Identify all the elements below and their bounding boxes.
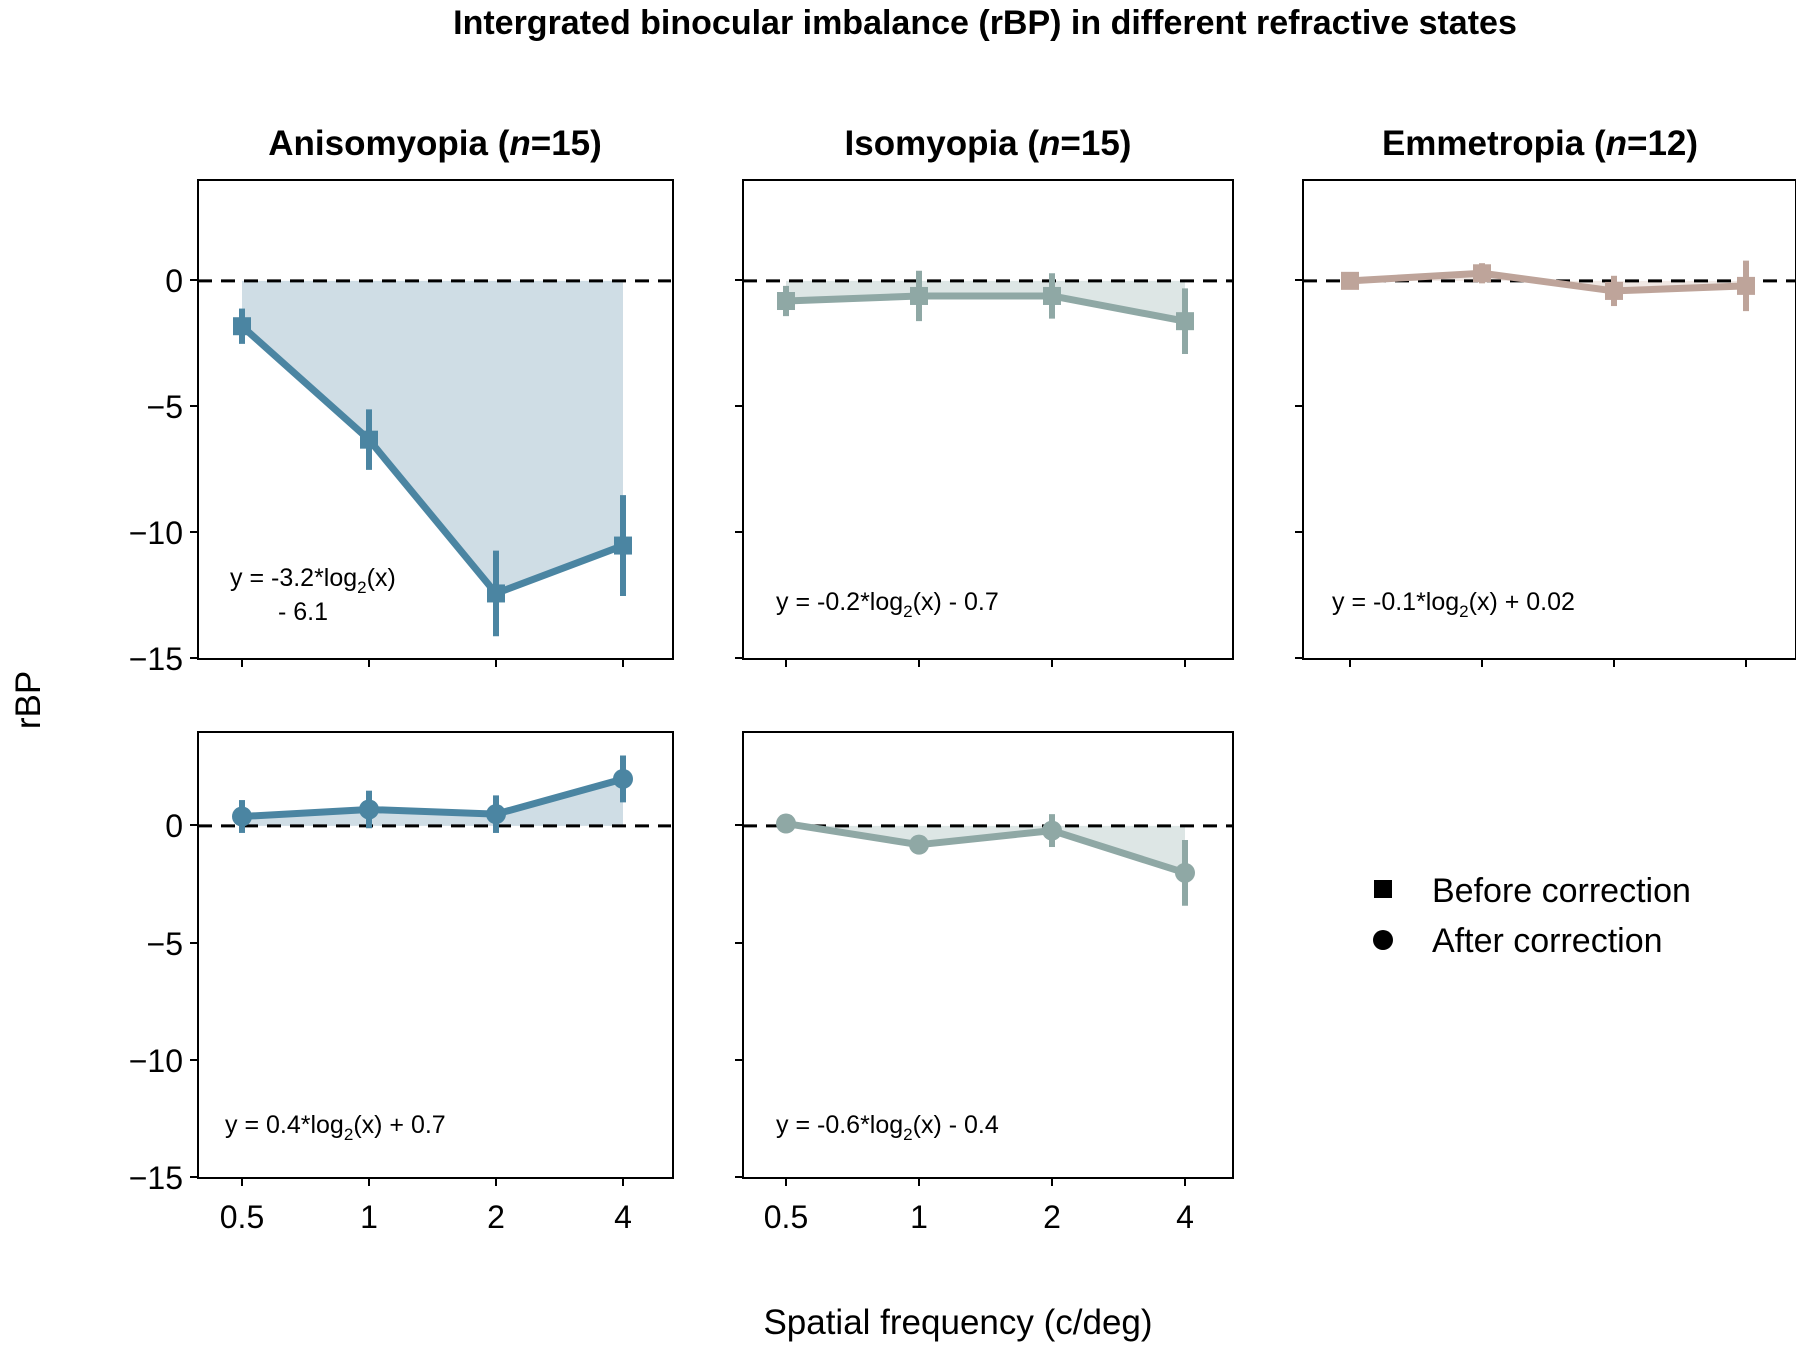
- series-line-isomyopia-before: [785, 292, 1186, 325]
- legend-label-after: After correction: [1432, 922, 1663, 960]
- legend-label-before: Before correction: [1432, 872, 1691, 910]
- y-tick-label: −15: [129, 1160, 183, 1196]
- data-point-circle: [1175, 862, 1195, 883]
- fit-equation-anisomyopia-after: y = 0.4*log2(x) + 0.7: [225, 1111, 446, 1144]
- fit-equation-isomyopia-after: y = -0.6*log2(x) - 0.4: [776, 1111, 999, 1144]
- panel-title-anisomyopia: Anisomyopia (n=15): [268, 124, 602, 163]
- x-tick-label: 1: [910, 1199, 928, 1235]
- y-tick-label: 0: [165, 808, 183, 844]
- y-tick-label: −10: [129, 1043, 183, 1079]
- data-point-circle: [359, 799, 379, 820]
- data-point-square: [1605, 281, 1623, 300]
- panel-frame-emmetropia-before: [1302, 179, 1796, 660]
- x-tick-label: 2: [487, 1199, 505, 1235]
- data-point-square: [1176, 312, 1194, 331]
- data-point-circle: [232, 806, 252, 827]
- data-point-circle: [613, 768, 633, 789]
- series-line-emmetropia-before: [1349, 269, 1747, 295]
- data-point-square: [1043, 286, 1061, 305]
- y-tick-label: −5: [147, 926, 183, 962]
- chart-title: Intergrated binocular imbalance (rBP) in…: [453, 4, 1517, 42]
- imbalance-area-anisomyopia-after: [242, 778, 623, 826]
- data-point-square: [487, 584, 505, 603]
- legend-circle-icon: [1373, 930, 1393, 950]
- data-point-circle: [486, 804, 506, 825]
- y-tick-label: −15: [129, 641, 183, 677]
- data-point-square: [910, 286, 928, 305]
- data-point-square: [233, 317, 251, 336]
- panel-title-isomyopia: Isomyopia (n=15): [845, 124, 1132, 163]
- imbalance-area-anisomyopia-before: [242, 280, 623, 594]
- panel-title-emmetropia: Emmetropia (n=12): [1382, 124, 1698, 163]
- fit-equation-emmetropia-before: y = -0.1*log2(x) + 0.02: [1332, 588, 1575, 621]
- y-tick-label: −5: [147, 389, 183, 425]
- data-point-square: [360, 430, 378, 449]
- x-tick-label: 4: [614, 1199, 632, 1235]
- imbalance-area-isomyopia-before: [786, 280, 1185, 322]
- series-line-anisomyopia-after: [241, 775, 624, 820]
- data-point-circle: [776, 813, 796, 834]
- data-point-square: [614, 536, 632, 555]
- x-tick-label: 4: [1176, 1199, 1194, 1235]
- series-line-isomyopia-after: [785, 820, 1187, 877]
- data-point-square: [1341, 271, 1359, 290]
- data-point-square: [1737, 276, 1755, 295]
- y-tick-label: 0: [165, 263, 183, 299]
- series-line-anisomyopia-before: [239, 323, 625, 597]
- data-point-square: [1473, 264, 1491, 283]
- panel-frame-anisomyopia-after: [197, 731, 674, 1179]
- data-point-square: [777, 292, 795, 311]
- data-point-circle: [1042, 820, 1062, 841]
- x-tick-label: 0.5: [220, 1199, 264, 1235]
- data-point-circle: [909, 834, 929, 855]
- x-tick-label: 1: [360, 1199, 378, 1235]
- y-axis-label: rBP: [9, 671, 48, 729]
- panel-frame-isomyopia-before: [742, 179, 1234, 660]
- y-tick-label: −10: [129, 515, 183, 551]
- fit-equation-isomyopia-before: y = -0.2*log2(x) - 0.7: [776, 588, 999, 621]
- panel-frame-isomyopia-after: [742, 731, 1234, 1179]
- x-axis-label: Spatial frequency (c/deg): [763, 1303, 1152, 1342]
- fit-equation-anisomyopia-before: y = -3.2*log2(x): [230, 564, 396, 597]
- x-tick-label: 0.5: [764, 1199, 808, 1235]
- panel-frame-anisomyopia-before: [197, 179, 674, 660]
- fit-equation-anisomyopia-before-line2: - 6.1: [278, 598, 328, 626]
- x-tick-label: 2: [1043, 1199, 1061, 1235]
- legend-square-icon: [1374, 880, 1392, 898]
